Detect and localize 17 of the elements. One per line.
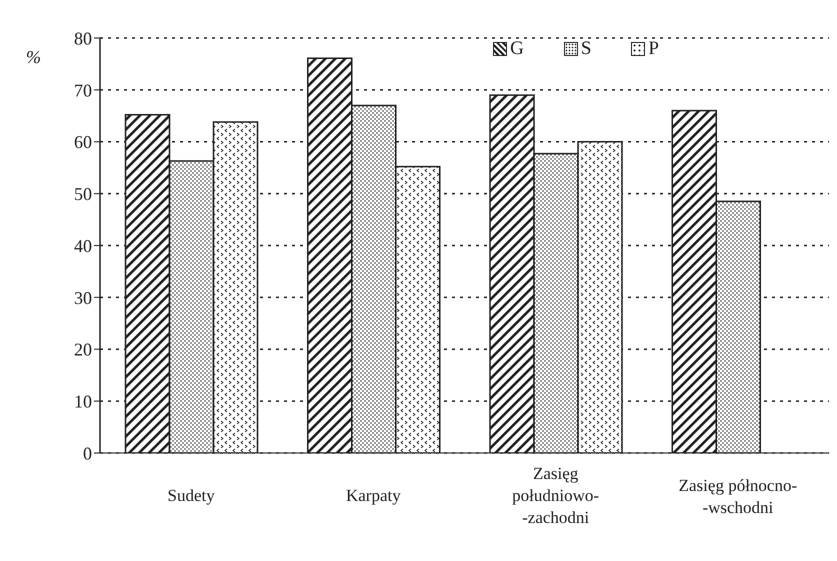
- y-tick-label: 10: [74, 392, 92, 412]
- y-tick-label: 40: [74, 236, 92, 256]
- y-tick-label: 0: [83, 443, 92, 464]
- y-tick-label: 70: [74, 80, 92, 100]
- x-tick-label: Karpaty: [346, 486, 402, 505]
- legend-label: S: [580, 38, 592, 60]
- legend-label: P: [648, 38, 659, 60]
- legend-label: G: [510, 38, 524, 60]
- y-tick-label: 50: [74, 184, 92, 204]
- x-tick-label: Sudety: [168, 486, 216, 505]
- y-tick-label: 60: [74, 132, 92, 152]
- x-tick-label: Zasięg południowo- -zachodni: [512, 464, 600, 527]
- y-tick-label: 20: [74, 340, 92, 360]
- y-axis-title: %: [26, 46, 41, 67]
- x-tick-label: Zasięg północno- -wschodni: [678, 476, 798, 517]
- y-tick-label: 80: [74, 28, 92, 48]
- y-tick-label: 30: [74, 288, 92, 308]
